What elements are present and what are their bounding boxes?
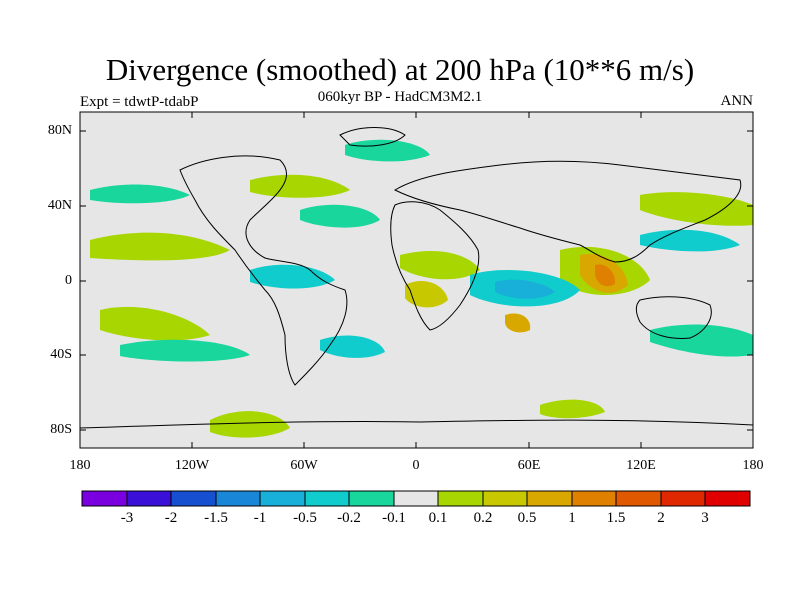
lon-label: 180 <box>742 458 764 473</box>
subtitle: 060kyr BP - HadCM3M2.1 <box>317 89 483 105</box>
field-patch <box>320 335 385 358</box>
field-patch <box>90 184 190 204</box>
field-patch <box>90 232 230 261</box>
field-patch <box>505 313 531 333</box>
lat-label: 80S <box>50 422 72 437</box>
field-patch <box>210 411 290 438</box>
colorbar-swatch <box>393 490 439 507</box>
colorbar-label: 0.1 <box>428 510 448 526</box>
map-background <box>80 112 753 448</box>
colorbar-swatch <box>437 490 484 507</box>
colorbar-swatch <box>526 490 573 507</box>
colorbar-swatch <box>348 490 395 507</box>
lat-label: 80N <box>47 123 72 138</box>
antarctica-coastline <box>80 419 753 429</box>
colorbar-label: -2 <box>164 510 178 526</box>
field-patch <box>250 174 350 198</box>
lon-label: 60W <box>290 458 318 473</box>
field-patch <box>495 279 555 299</box>
page-title: Divergence (smoothed) at 200 hPa (10**6 … <box>105 52 695 87</box>
lon-label: 60E <box>517 458 541 473</box>
africa-coastline <box>390 201 480 331</box>
lon-label: 120W <box>174 458 210 473</box>
colorbar-label: -1 <box>253 510 267 526</box>
colorbar-swatch <box>615 490 662 507</box>
field-patch <box>595 264 616 287</box>
colorbar-label: 0.5 <box>517 510 537 526</box>
colorbar-swatch <box>482 490 528 507</box>
field-patch <box>250 264 335 289</box>
field-patch <box>400 250 480 280</box>
field-patch <box>120 339 250 362</box>
australia-coastline <box>635 296 712 339</box>
americas-coastline <box>179 155 348 386</box>
colorbar-swatch <box>170 490 217 507</box>
colorbar-swatch <box>215 490 261 507</box>
eurasia-coastline <box>393 160 742 263</box>
colorbar-swatch <box>81 490 128 507</box>
colorbar-label: -3 <box>120 510 134 526</box>
coastlines <box>80 127 753 429</box>
greenland-coastline <box>339 127 406 147</box>
field-patch <box>345 139 430 162</box>
colorbar-swatch <box>660 490 706 507</box>
experiment-label: Expt = tdwtP-tdabP <box>80 94 199 110</box>
colorbar-swatch <box>304 490 350 507</box>
field-patch <box>300 204 380 228</box>
field-patch <box>640 229 740 252</box>
lat-label: 40N <box>47 198 72 213</box>
colorbar-label: 2 <box>657 510 665 526</box>
colorbar-label: -0.2 <box>337 510 361 526</box>
colorbar-label: 3 <box>701 510 709 526</box>
colorbar-swatch <box>571 490 617 507</box>
lat-label: 0 <box>65 273 72 288</box>
colorbar-label: 0.2 <box>473 510 493 526</box>
field-patch <box>540 399 605 419</box>
lon-label: 180 <box>69 458 91 473</box>
season-label: ANN <box>720 93 754 109</box>
axis-ticks <box>80 112 753 448</box>
colorbar <box>81 490 751 507</box>
colorbar-swatch <box>259 490 306 507</box>
field-patch <box>650 324 753 357</box>
colorbar-label: -0.5 <box>293 510 317 526</box>
lon-label: 0 <box>412 458 420 473</box>
colorbar-label: -0.1 <box>382 510 406 526</box>
field-patch <box>100 306 210 341</box>
colorbar-label: 1 <box>568 510 576 526</box>
lon-label: 120E <box>626 458 656 473</box>
field-patch <box>640 192 753 226</box>
lat-label: 40S <box>50 347 72 362</box>
colorbar-label: 1.5 <box>606 510 626 526</box>
colorbar-label: -1.5 <box>204 510 228 526</box>
colorbar-swatch <box>126 490 172 507</box>
colorbar-swatch <box>704 490 751 507</box>
field-patch <box>405 280 448 308</box>
divergence-field <box>90 139 753 438</box>
